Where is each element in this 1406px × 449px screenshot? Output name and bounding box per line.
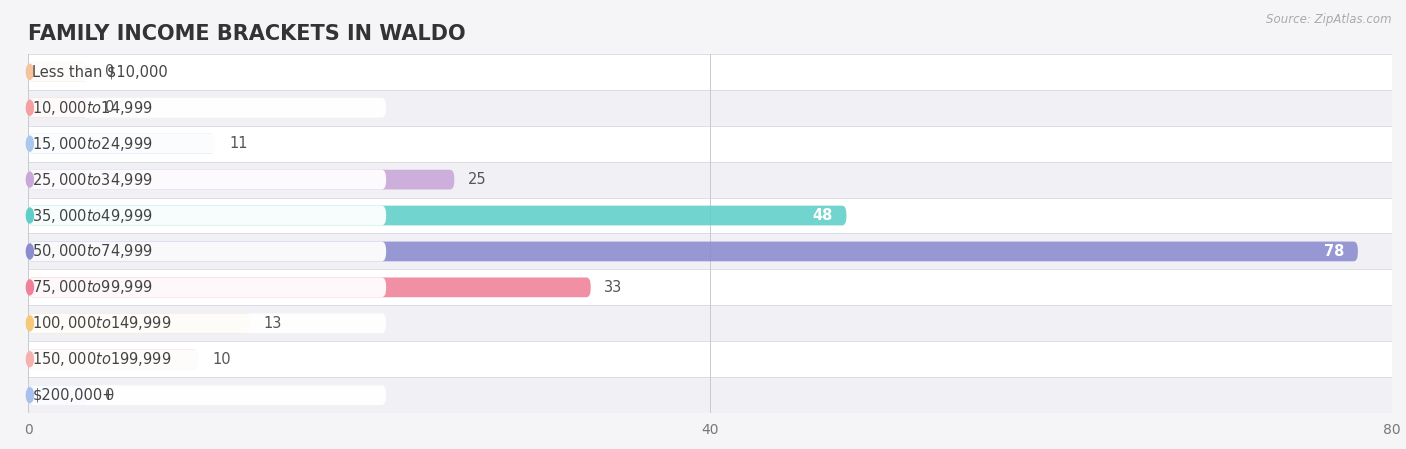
Bar (28, 126, 1392, 162)
FancyBboxPatch shape (28, 170, 387, 189)
Text: 0: 0 (105, 100, 114, 115)
FancyBboxPatch shape (28, 134, 215, 154)
FancyBboxPatch shape (28, 134, 387, 154)
Circle shape (27, 136, 34, 151)
FancyBboxPatch shape (28, 313, 387, 333)
Text: 10: 10 (212, 352, 231, 367)
Bar (28, 305, 1392, 341)
FancyBboxPatch shape (28, 98, 387, 118)
FancyBboxPatch shape (28, 277, 591, 297)
Text: $200,000+: $200,000+ (32, 387, 115, 403)
FancyBboxPatch shape (28, 313, 250, 333)
Text: $35,000 to $49,999: $35,000 to $49,999 (32, 207, 153, 224)
Bar (28, 341, 1392, 377)
Bar (28, 54, 1392, 90)
FancyBboxPatch shape (28, 98, 87, 118)
FancyBboxPatch shape (28, 170, 454, 189)
Circle shape (27, 280, 34, 295)
Text: 0: 0 (105, 387, 114, 403)
FancyBboxPatch shape (28, 242, 387, 261)
Text: 13: 13 (263, 316, 281, 331)
Text: $50,000 to $74,999: $50,000 to $74,999 (32, 242, 153, 260)
Text: Source: ZipAtlas.com: Source: ZipAtlas.com (1267, 13, 1392, 26)
Text: 25: 25 (468, 172, 486, 187)
Circle shape (27, 388, 34, 403)
Text: 78: 78 (1324, 244, 1344, 259)
FancyBboxPatch shape (28, 349, 198, 369)
Bar (28, 233, 1392, 269)
Text: $150,000 to $199,999: $150,000 to $199,999 (32, 350, 172, 368)
FancyBboxPatch shape (28, 385, 87, 405)
Circle shape (27, 244, 34, 259)
Circle shape (27, 208, 34, 223)
Bar (28, 90, 1392, 126)
Circle shape (27, 316, 34, 331)
Bar (28, 162, 1392, 198)
Circle shape (27, 172, 34, 187)
FancyBboxPatch shape (28, 206, 387, 225)
FancyBboxPatch shape (28, 277, 387, 297)
Circle shape (27, 352, 34, 367)
Text: 11: 11 (229, 136, 247, 151)
Text: $25,000 to $34,999: $25,000 to $34,999 (32, 171, 153, 189)
FancyBboxPatch shape (28, 206, 846, 225)
Circle shape (27, 101, 34, 115)
Text: Less than $10,000: Less than $10,000 (32, 64, 169, 79)
Text: 0: 0 (105, 64, 114, 79)
Text: FAMILY INCOME BRACKETS IN WALDO: FAMILY INCOME BRACKETS IN WALDO (28, 24, 465, 44)
Text: 48: 48 (813, 208, 832, 223)
Text: 33: 33 (605, 280, 623, 295)
FancyBboxPatch shape (28, 62, 387, 82)
Bar (28, 198, 1392, 233)
FancyBboxPatch shape (28, 62, 87, 82)
FancyBboxPatch shape (28, 385, 387, 405)
Bar (28, 377, 1392, 413)
FancyBboxPatch shape (28, 242, 1358, 261)
Text: $75,000 to $99,999: $75,000 to $99,999 (32, 278, 153, 296)
Bar (28, 269, 1392, 305)
Text: $10,000 to $14,999: $10,000 to $14,999 (32, 99, 153, 117)
Circle shape (27, 64, 34, 79)
FancyBboxPatch shape (28, 349, 387, 369)
Text: $100,000 to $149,999: $100,000 to $149,999 (32, 314, 172, 332)
Text: $15,000 to $24,999: $15,000 to $24,999 (32, 135, 153, 153)
